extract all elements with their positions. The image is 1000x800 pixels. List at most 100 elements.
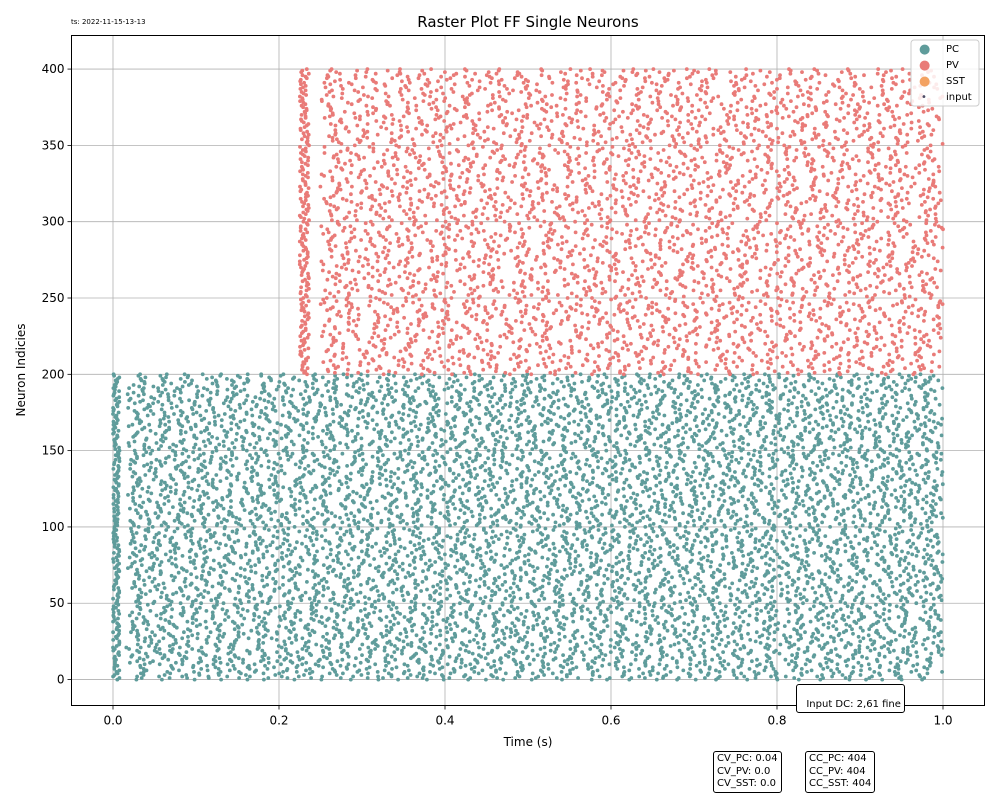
spike-pc bbox=[314, 609, 318, 613]
spike-pc bbox=[276, 492, 280, 496]
spike-pc bbox=[674, 527, 678, 531]
spike-pc bbox=[614, 498, 618, 502]
spike-pc bbox=[523, 554, 527, 558]
spike-pc bbox=[678, 600, 682, 604]
spike-pc bbox=[144, 592, 148, 596]
spike-pc bbox=[553, 479, 557, 483]
spike-pc bbox=[283, 592, 287, 596]
spike-pc bbox=[401, 594, 405, 598]
spike-pc bbox=[378, 472, 382, 476]
spike-pc bbox=[812, 604, 816, 608]
spike-pc bbox=[755, 600, 759, 604]
spike-pc bbox=[608, 662, 612, 666]
spike-pc bbox=[298, 507, 302, 511]
spike-pc bbox=[257, 623, 261, 627]
spike-pc bbox=[765, 659, 769, 663]
spike-pc bbox=[396, 678, 400, 682]
spike-pc bbox=[438, 586, 442, 590]
spike-pc bbox=[760, 556, 764, 560]
spike-pc bbox=[649, 545, 653, 549]
spike-pc bbox=[478, 629, 482, 633]
spike-pc bbox=[236, 539, 240, 543]
spike-pc bbox=[419, 589, 423, 593]
spike-pc bbox=[468, 580, 472, 584]
spike-pc bbox=[403, 627, 407, 631]
spike-pc bbox=[391, 563, 395, 567]
spike-pc bbox=[430, 521, 434, 525]
spike-pc bbox=[239, 574, 243, 578]
spike-pc bbox=[386, 653, 390, 657]
spike-pc bbox=[778, 574, 782, 578]
spike-pc bbox=[798, 566, 802, 570]
spike-pc bbox=[591, 525, 595, 529]
spike-pc bbox=[765, 569, 769, 573]
spike-pc bbox=[615, 476, 619, 480]
spike-pc bbox=[782, 633, 786, 637]
spike-pc bbox=[352, 569, 356, 573]
spike-pc bbox=[126, 493, 130, 497]
spike-pc bbox=[789, 525, 793, 529]
spike-pc bbox=[819, 542, 823, 546]
spike-pc bbox=[143, 636, 147, 640]
spike-pc bbox=[883, 530, 887, 534]
spike-pc bbox=[309, 617, 313, 621]
spike-pc bbox=[838, 632, 842, 636]
spike-pc bbox=[648, 524, 652, 528]
spike-pc bbox=[276, 536, 280, 540]
spike-pc bbox=[411, 507, 415, 511]
spike-pc bbox=[262, 678, 266, 682]
spike-pc bbox=[804, 528, 808, 532]
spike-pc bbox=[675, 484, 679, 488]
spike-pc bbox=[754, 537, 758, 541]
spike-pc bbox=[931, 499, 935, 503]
spike-pc bbox=[660, 493, 664, 497]
spike-pc bbox=[451, 479, 455, 483]
spike-pc bbox=[786, 571, 790, 575]
spike-pc bbox=[641, 672, 645, 676]
spike-pc bbox=[739, 647, 743, 651]
spike-pc bbox=[765, 551, 769, 555]
spike-pc bbox=[694, 678, 698, 682]
spike-pc bbox=[817, 569, 821, 573]
spike-pc bbox=[817, 585, 821, 589]
spike-pc bbox=[471, 563, 475, 567]
spike-pc bbox=[194, 586, 198, 590]
spike-pc bbox=[370, 475, 374, 479]
spike-pc bbox=[484, 595, 488, 599]
spike-pc bbox=[199, 592, 203, 596]
spike-pc bbox=[681, 669, 685, 673]
spike-pc bbox=[829, 565, 833, 569]
spike-pc bbox=[929, 554, 933, 558]
spike-pc bbox=[634, 539, 638, 543]
spike-pc bbox=[768, 557, 772, 561]
spike-pc bbox=[194, 607, 198, 611]
spike-pc bbox=[273, 562, 277, 566]
spike-pc bbox=[169, 485, 173, 489]
spike-pc bbox=[170, 574, 174, 578]
spike-pc bbox=[745, 678, 749, 682]
spike-pc bbox=[552, 542, 556, 546]
spike-pc bbox=[859, 669, 863, 673]
spike-pc bbox=[876, 595, 880, 599]
spike-pc bbox=[678, 649, 682, 653]
spike-pc bbox=[561, 508, 565, 512]
spike-pc bbox=[389, 475, 393, 479]
spike-pc bbox=[676, 554, 680, 558]
spike-pc bbox=[429, 632, 433, 636]
spike-pc bbox=[746, 498, 750, 502]
spike-pc bbox=[136, 594, 140, 598]
spike-pc bbox=[539, 516, 543, 520]
spike-pc bbox=[304, 591, 308, 595]
spike-pc bbox=[330, 607, 334, 611]
spike-pc bbox=[768, 615, 772, 619]
spike-pc bbox=[669, 482, 673, 486]
spike-pc bbox=[437, 543, 441, 547]
spike-pc bbox=[733, 640, 737, 644]
spike-pc bbox=[218, 656, 222, 660]
spike-pc bbox=[284, 647, 288, 651]
spike-pc bbox=[531, 672, 535, 676]
spike-pc bbox=[135, 629, 139, 633]
spike-pc bbox=[333, 633, 337, 637]
spike-pc bbox=[391, 601, 395, 605]
spike-pc bbox=[383, 669, 387, 673]
